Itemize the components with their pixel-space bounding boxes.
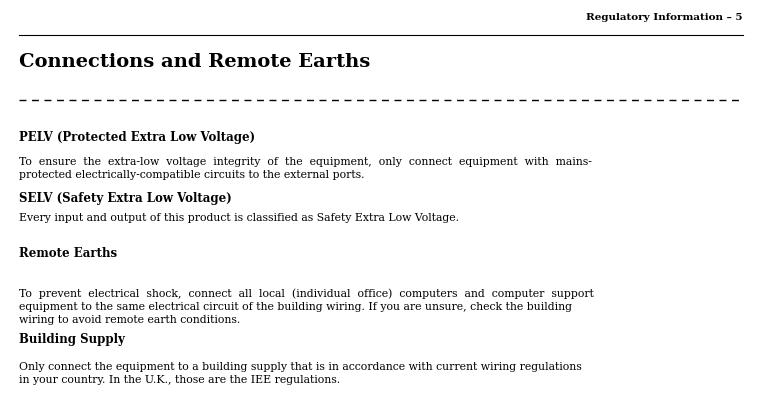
Text: PELV (Protected Extra Low Voltage): PELV (Protected Extra Low Voltage) — [19, 131, 255, 144]
Text: SELV (Safety Extra Low Voltage): SELV (Safety Extra Low Voltage) — [19, 192, 232, 205]
Text: Only connect the equipment to a building supply that is in accordance with curre: Only connect the equipment to a building… — [19, 362, 582, 385]
Text: Building Supply: Building Supply — [19, 333, 125, 346]
Text: Every input and output of this product is classified as Safety Extra Low Voltage: Every input and output of this product i… — [19, 213, 459, 223]
Text: To  prevent  electrical  shock,  connect  all  local  (individual  office)  comp: To prevent electrical shock, connect all… — [19, 288, 594, 324]
Text: Connections and Remote Earths: Connections and Remote Earths — [19, 53, 370, 71]
Text: Remote Earths: Remote Earths — [19, 247, 117, 261]
Text: Regulatory Information – 5: Regulatory Information – 5 — [587, 13, 743, 22]
Text: To  ensure  the  extra-low  voltage  integrity  of  the  equipment,  only  conne: To ensure the extra-low voltage integrit… — [19, 157, 592, 180]
